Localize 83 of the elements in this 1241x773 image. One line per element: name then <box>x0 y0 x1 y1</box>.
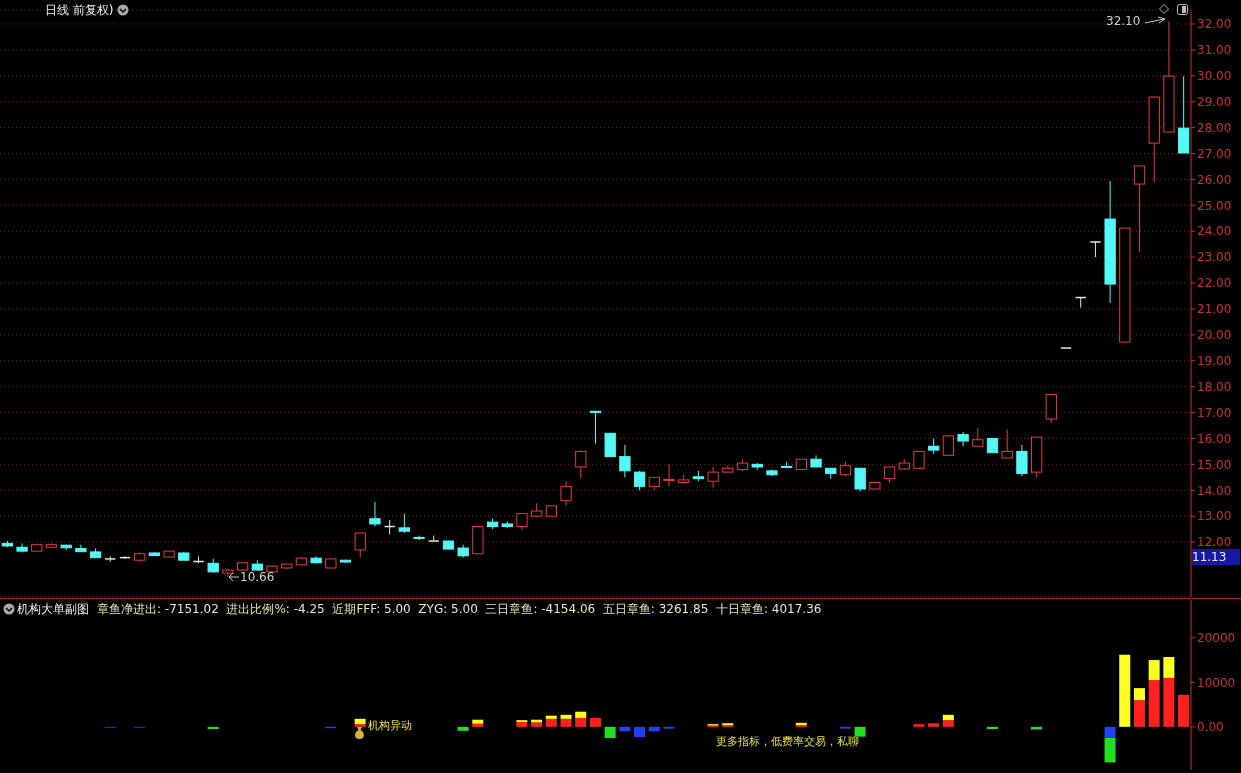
y-tick-label: 19.00 <box>1197 354 1232 369</box>
y-tick-label: 26.00 <box>1197 172 1232 187</box>
candlestick <box>663 463 675 487</box>
y-tick-label: 20000 <box>1197 631 1236 646</box>
bar <box>472 719 484 724</box>
bar <box>472 723 484 727</box>
candlestick <box>1133 165 1146 253</box>
candlestick <box>354 532 366 559</box>
bar <box>942 720 954 727</box>
bar <box>1178 694 1190 727</box>
y-tick-label: 10000 <box>1197 675 1236 690</box>
y-tick-label: 29.00 <box>1197 94 1232 109</box>
y-tick-label: 24.00 <box>1197 224 1232 239</box>
bar <box>648 726 660 732</box>
chart-title: 日线 前复权) <box>45 2 114 19</box>
bar <box>1104 726 1116 738</box>
bar <box>854 726 866 737</box>
y-tick-label: 28.00 <box>1197 120 1232 135</box>
bar <box>1148 660 1160 681</box>
bar <box>1163 656 1175 678</box>
bar <box>560 714 572 719</box>
candlestick <box>1016 444 1028 477</box>
bar <box>928 723 940 727</box>
candlestick <box>413 535 425 541</box>
annotation: 更多指标，低费率交易，私聊 <box>716 734 859 749</box>
candlestick <box>972 427 984 447</box>
bar <box>1031 726 1043 730</box>
candlestick <box>575 449 587 480</box>
bar <box>942 714 954 721</box>
chart-title: 机构大单副图 <box>17 602 89 616</box>
y-tick-label: 18.00 <box>1197 379 1232 394</box>
y-tick-label: 32.00 <box>1197 17 1232 32</box>
bar <box>1133 688 1145 701</box>
y-tick-label: 21.00 <box>1197 302 1232 317</box>
y-tick-label: 30.00 <box>1197 69 1232 84</box>
y-tick-label: 22.00 <box>1197 276 1232 291</box>
bar <box>545 715 557 719</box>
bar <box>986 726 998 730</box>
y-tick-label: 16.00 <box>1197 431 1232 446</box>
bar <box>1119 654 1131 727</box>
bar <box>531 722 543 727</box>
bar <box>619 726 631 732</box>
y-tick-label: 27.00 <box>1197 146 1232 161</box>
candlestick <box>854 467 866 493</box>
annotation: 32.10 <box>1106 14 1141 28</box>
candlestick <box>369 501 381 528</box>
y-tick-label: 14.00 <box>1197 483 1232 498</box>
candlestick <box>398 513 410 534</box>
bar <box>545 718 557 727</box>
bar <box>604 726 616 738</box>
annotation: 10.66 <box>240 570 275 584</box>
bar <box>1104 737 1116 763</box>
y-tick-label: 25.00 <box>1197 198 1232 213</box>
bar <box>516 721 528 727</box>
y-tick-label: 20.00 <box>1197 328 1232 343</box>
y-tick-label: 15.00 <box>1197 457 1232 472</box>
bar <box>575 717 587 727</box>
candlestick <box>604 432 616 458</box>
candlestick <box>560 480 572 507</box>
text: 11.13 <box>1192 549 1240 565</box>
bar <box>207 726 219 730</box>
y-tick-label: 13.00 <box>1197 509 1232 524</box>
bar <box>1163 677 1175 727</box>
candlestick <box>1089 241 1102 258</box>
annotation: 机构异动 <box>368 718 412 733</box>
y-tick-label: 31.00 <box>1197 43 1232 58</box>
bar <box>1148 680 1160 727</box>
chart-subtitle: 章鱼净进出: -7151.02 进出比例%: -4.25 近期FFF: 5.00 ZYG: 5.00 三日章鱼: -4154.06 五日章鱼: 3261.85 十日章鱼: 4017.36 <box>97 602 822 616</box>
candlestick <box>619 444 631 478</box>
candlestick <box>1001 428 1013 459</box>
bar <box>589 717 601 727</box>
y-tick-label: 17.00 <box>1197 405 1232 420</box>
bar <box>913 724 925 727</box>
y-tick-label: 23.00 <box>1197 250 1232 265</box>
bar <box>575 711 587 718</box>
y-tick-label: 0.00 <box>1197 720 1224 735</box>
bar <box>1133 700 1145 727</box>
bar <box>354 724 366 727</box>
candlestick <box>707 466 719 489</box>
y-tick-label: 12.00 <box>1197 535 1232 550</box>
bar <box>457 726 469 731</box>
bar <box>560 718 572 727</box>
bar <box>634 726 646 738</box>
